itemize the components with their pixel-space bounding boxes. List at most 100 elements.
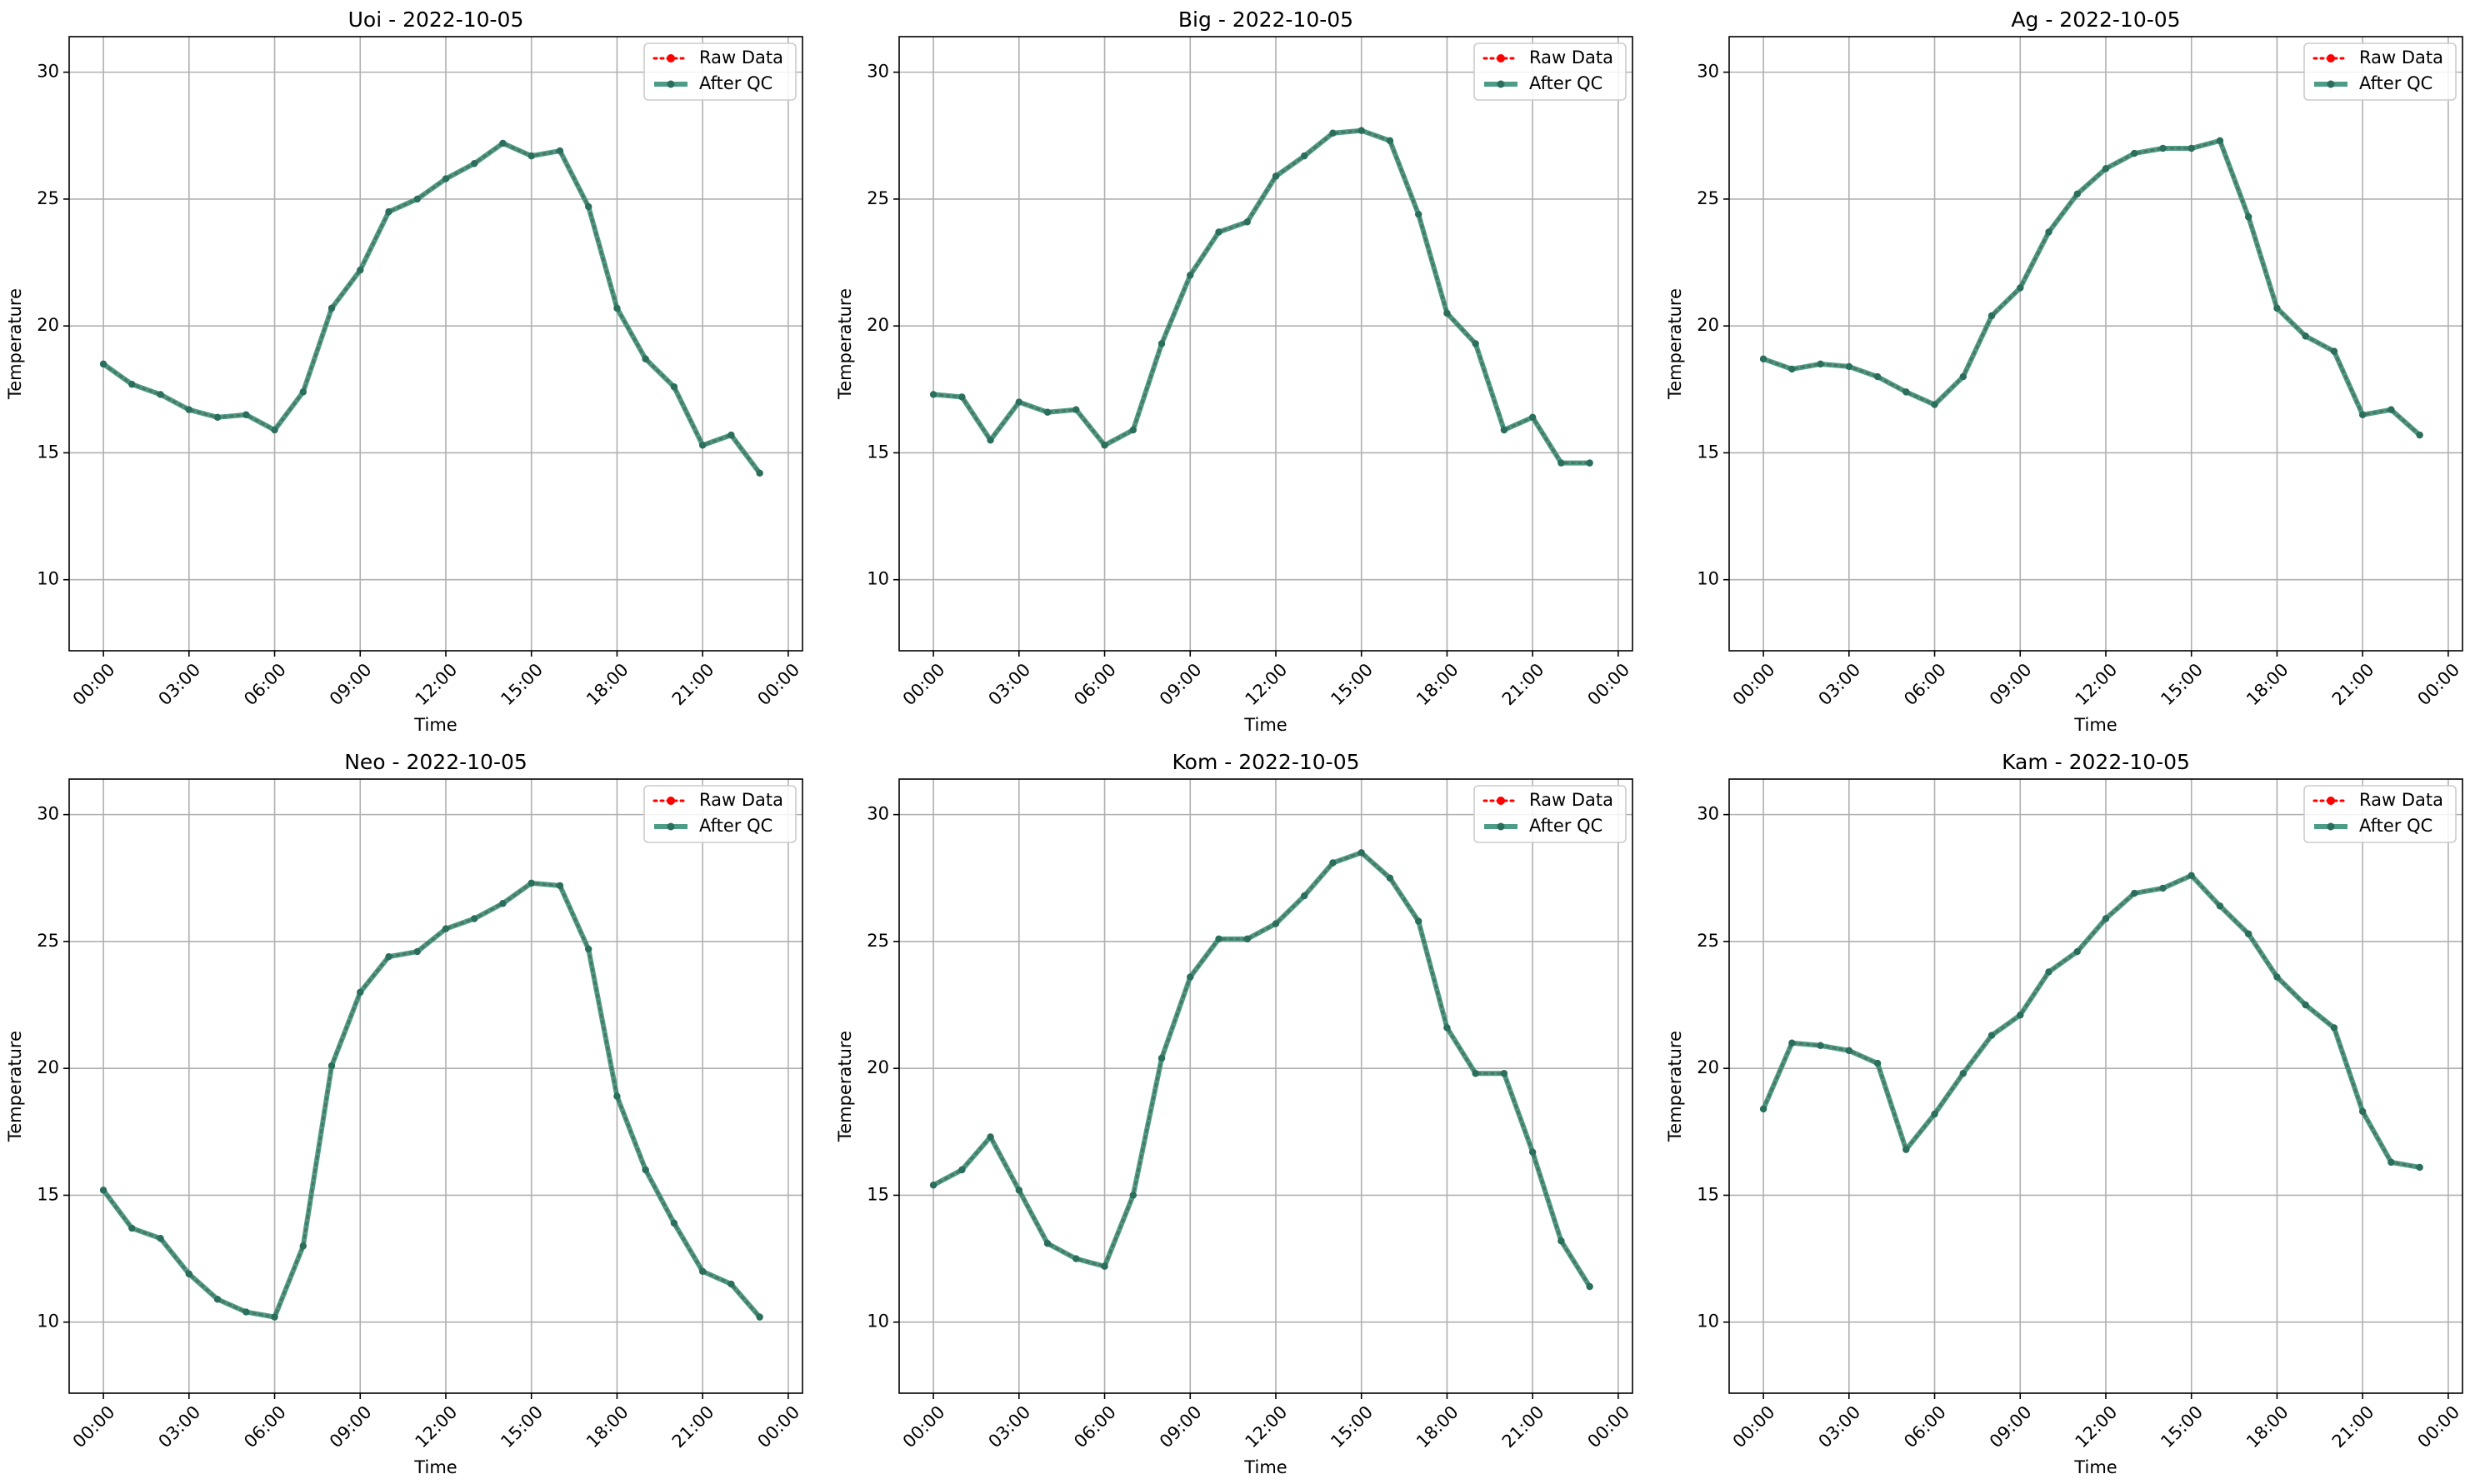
y-tick-label: 30 bbox=[867, 804, 889, 824]
after-qc-point bbox=[1187, 973, 1194, 981]
after-qc-point bbox=[1272, 920, 1280, 927]
x-tick-label: 03:00 bbox=[1814, 1402, 1864, 1452]
legend-raw-marker bbox=[667, 797, 675, 805]
after-qc-point bbox=[2017, 1012, 2024, 1019]
plot-area bbox=[69, 779, 802, 1393]
after-qc-point bbox=[357, 988, 364, 997]
after-qc-point bbox=[1817, 1042, 1824, 1049]
legend-qc-marker bbox=[1497, 822, 1505, 831]
after-qc-point bbox=[1528, 413, 1537, 422]
x-tick-label: 00:00 bbox=[753, 1402, 803, 1452]
x-tick-label: 12:00 bbox=[2072, 1402, 2122, 1452]
legend: Raw Data After QC bbox=[1473, 785, 1627, 843]
x-tick-label: 00:00 bbox=[753, 660, 803, 710]
after-qc-point bbox=[1243, 218, 1251, 226]
after-qc-point bbox=[185, 1270, 193, 1278]
x-tick-label: 00:00 bbox=[1583, 1402, 1633, 1452]
y-tick-label: 25 bbox=[37, 931, 59, 951]
legend-qc-marker bbox=[1497, 80, 1505, 88]
after-qc-point bbox=[1358, 127, 1365, 134]
axes-frame bbox=[898, 778, 1633, 1394]
y-axis-label: Temperature bbox=[1665, 288, 1685, 400]
x-axis-label: Time bbox=[1243, 1457, 1287, 1477]
after-qc-point bbox=[2302, 1001, 2309, 1009]
after-qc-point bbox=[584, 945, 592, 953]
after-qc-point bbox=[1988, 312, 1996, 320]
axes-frame bbox=[68, 36, 803, 652]
after-qc-point bbox=[242, 1308, 250, 1316]
y-tick-label: 10 bbox=[867, 1312, 889, 1332]
y-tick-label: 10 bbox=[37, 569, 59, 589]
x-tick-label: 06:00 bbox=[1900, 1402, 1950, 1452]
plot-area bbox=[1729, 779, 2462, 1393]
x-tick-label: 06:00 bbox=[240, 660, 290, 710]
after-qc-point bbox=[157, 391, 164, 398]
after-qc-point bbox=[2045, 968, 2052, 976]
legend-label: After QC bbox=[699, 816, 772, 836]
after-qc-point bbox=[958, 393, 966, 401]
legend-label: Raw Data bbox=[699, 47, 783, 67]
x-tick-label: 21:00 bbox=[1498, 1402, 1548, 1452]
after-qc-point bbox=[2131, 889, 2138, 897]
y-tick-label: 20 bbox=[1697, 315, 1719, 335]
after-qc-point bbox=[1443, 1024, 1451, 1032]
after-qc-point bbox=[2273, 973, 2281, 981]
after-qc-point bbox=[2216, 137, 2224, 145]
x-tick-label: 03:00 bbox=[984, 660, 1034, 710]
after-qc-point bbox=[528, 879, 535, 887]
subplot-title: Neo - 2022-10-05 bbox=[344, 750, 528, 774]
after-qc-point bbox=[1272, 172, 1280, 180]
x-tick-label: 09:00 bbox=[1986, 1402, 2036, 1452]
after-qc-point bbox=[1129, 426, 1137, 434]
after-qc-point bbox=[499, 900, 507, 907]
y-tick-label: 10 bbox=[1697, 1312, 1719, 1332]
after-qc-line bbox=[931, 127, 1592, 466]
subplot-2: 00:00 03:00 06:00 09:00 12:00 15:00 18:00 21:00… bbox=[835, 7, 1633, 735]
after-qc-point bbox=[1101, 442, 1108, 449]
after-qc-point bbox=[442, 925, 450, 932]
after-qc-point bbox=[328, 1062, 336, 1070]
after-qc-point bbox=[1015, 398, 1023, 406]
after-qc-point bbox=[613, 304, 621, 312]
after-qc-point bbox=[670, 1219, 678, 1227]
x-tick-label: 00:00 bbox=[1583, 660, 1633, 710]
x-tick-label: 15:00 bbox=[1327, 660, 1377, 710]
y-tick-label: 10 bbox=[867, 569, 889, 589]
y-tick-label: 30 bbox=[1697, 62, 1719, 82]
legend-label: Raw Data bbox=[699, 790, 783, 810]
after-qc-point bbox=[613, 1092, 621, 1100]
y-axis-label: Temperature bbox=[835, 1031, 855, 1142]
legend-label: Raw Data bbox=[2359, 47, 2443, 67]
x-tick-label: 06:00 bbox=[1900, 660, 1950, 710]
y-tick-label: 30 bbox=[1697, 804, 1719, 824]
after-qc-point bbox=[698, 1267, 707, 1276]
after-qc-line bbox=[101, 140, 762, 476]
after-qc-point bbox=[756, 469, 763, 477]
after-qc-point bbox=[642, 355, 649, 362]
x-tick-label: 06:00 bbox=[1070, 1402, 1120, 1452]
after-qc-point bbox=[2017, 284, 2024, 292]
x-axis-label: Time bbox=[2073, 1457, 2117, 1477]
y-axis-label: Temperature bbox=[1665, 1031, 1685, 1142]
y-tick-label: 15 bbox=[1697, 442, 1719, 462]
x-tick-label: 21:00 bbox=[668, 1402, 718, 1452]
after-qc-point bbox=[1586, 1282, 1593, 1291]
y-tick-label: 25 bbox=[867, 188, 889, 208]
after-qc-point bbox=[2330, 347, 2338, 355]
x-tick-label: 21:00 bbox=[1498, 660, 1548, 710]
after-qc-point bbox=[2159, 144, 2167, 152]
y-tick-label: 20 bbox=[867, 315, 889, 335]
after-qc-point bbox=[213, 413, 222, 422]
axes-frame bbox=[1728, 778, 2463, 1394]
after-qc-point bbox=[987, 1133, 994, 1141]
legend-label: After QC bbox=[2359, 73, 2432, 93]
y-axis-label: Temperature bbox=[835, 288, 855, 400]
x-tick-label: 03:00 bbox=[154, 1402, 204, 1452]
after-qc-point bbox=[1386, 874, 1394, 882]
after-qc-point bbox=[1873, 372, 1882, 381]
after-qc-point bbox=[1329, 859, 1337, 867]
after-qc-point bbox=[528, 152, 535, 160]
after-qc-point bbox=[128, 1224, 136, 1232]
legend-label: After QC bbox=[1529, 816, 1602, 836]
subplot-6: 00:00 03:00 06:00 09:00 12:00 15:00 18:00 21:00… bbox=[1665, 750, 2463, 1477]
